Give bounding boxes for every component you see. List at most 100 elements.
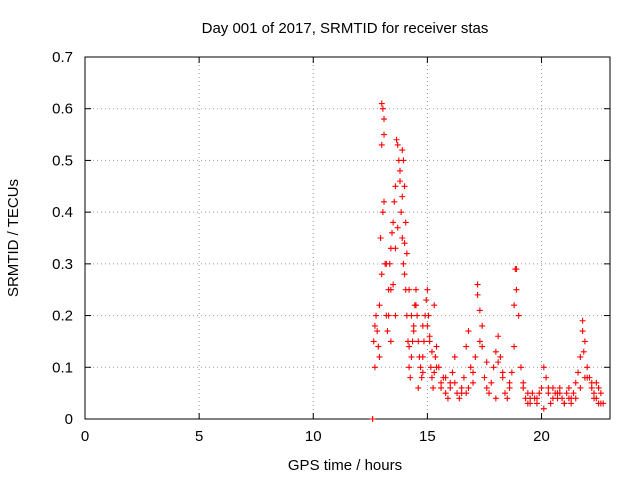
data-point xyxy=(568,400,575,407)
data-point xyxy=(391,198,398,205)
data-point xyxy=(397,178,403,185)
y-tick-label: 0.6 xyxy=(52,101,73,118)
data-point xyxy=(409,338,416,345)
data-point xyxy=(488,379,495,386)
y-tick-label: 0.3 xyxy=(52,256,73,273)
data-point xyxy=(474,281,481,288)
data-point xyxy=(400,157,407,164)
data-point xyxy=(577,384,584,391)
data-point xyxy=(584,364,591,371)
data-point xyxy=(399,147,406,154)
data-point xyxy=(565,384,572,391)
data-point xyxy=(470,369,477,376)
data-point xyxy=(401,240,408,247)
data-point xyxy=(390,281,397,288)
axis-ticks xyxy=(84,56,610,420)
data-point xyxy=(515,312,522,319)
data-point xyxy=(470,379,477,386)
data-point xyxy=(420,338,427,345)
data-point xyxy=(556,384,563,391)
data-point xyxy=(511,343,518,350)
data-point xyxy=(406,286,413,293)
data-points xyxy=(369,100,607,422)
data-point xyxy=(442,374,449,381)
data-point xyxy=(492,395,499,402)
data-point xyxy=(383,260,390,267)
data-point xyxy=(417,364,424,371)
y-tick-label: 0.2 xyxy=(52,308,73,325)
tick-labels: 0 0.1 0.2 0.3 0.4 0.5 0.6 0.7 0 5 10 15 20 xyxy=(52,49,550,445)
data-point xyxy=(381,131,388,138)
data-point xyxy=(426,338,433,345)
data-point xyxy=(597,400,604,407)
data-point xyxy=(398,209,405,216)
data-point xyxy=(476,338,483,345)
data-point xyxy=(524,390,531,397)
data-point xyxy=(390,219,397,226)
data-point xyxy=(442,390,449,397)
data-point xyxy=(370,338,377,345)
data-point xyxy=(400,260,407,267)
data-point xyxy=(460,374,467,381)
data-point xyxy=(527,400,534,407)
data-point xyxy=(401,271,408,278)
data-point xyxy=(463,390,470,397)
data-point xyxy=(499,369,506,376)
data-point xyxy=(401,183,408,190)
data-point xyxy=(399,193,406,200)
data-point xyxy=(414,312,421,319)
data-point xyxy=(492,348,499,355)
y-tick-label: 0.5 xyxy=(52,152,73,169)
data-point xyxy=(472,353,479,360)
data-point xyxy=(415,338,422,345)
data-point xyxy=(378,141,385,148)
data-point xyxy=(399,235,406,241)
data-point xyxy=(376,302,383,309)
data-point xyxy=(376,353,383,360)
data-point xyxy=(424,286,431,293)
data-point xyxy=(408,353,415,360)
data-point xyxy=(392,312,399,319)
data-point xyxy=(451,353,458,360)
data-point xyxy=(495,333,502,340)
data-point xyxy=(374,328,381,335)
data-point xyxy=(378,271,385,278)
data-point xyxy=(438,379,445,386)
data-point xyxy=(520,384,527,391)
data-point xyxy=(377,235,384,241)
data-point xyxy=(384,328,391,335)
data-point xyxy=(565,395,572,402)
data-point xyxy=(502,390,508,397)
data-point xyxy=(394,224,401,231)
data-point xyxy=(406,364,413,371)
data-point xyxy=(381,198,388,205)
data-point xyxy=(476,307,483,314)
data-point xyxy=(397,167,403,174)
data-point xyxy=(540,364,547,371)
data-point xyxy=(536,390,543,397)
data-point xyxy=(588,384,595,391)
data-point xyxy=(410,322,417,329)
data-point xyxy=(431,369,438,376)
data-point xyxy=(504,395,511,402)
data-point xyxy=(412,302,419,309)
data-point xyxy=(465,328,472,335)
data-point xyxy=(402,219,409,226)
chart-title: Day 001 of 2017, SRMTID for receiver sta… xyxy=(202,20,489,37)
data-point xyxy=(511,302,518,309)
data-point xyxy=(447,384,454,391)
grid xyxy=(85,57,610,419)
data-point xyxy=(431,302,438,309)
data-point xyxy=(513,286,520,293)
data-point xyxy=(428,374,435,381)
data-point xyxy=(458,384,465,391)
data-point xyxy=(483,359,490,366)
data-point xyxy=(517,364,524,371)
data-point xyxy=(506,384,513,391)
data-point xyxy=(512,266,519,273)
y-tick-label: 0.7 xyxy=(52,49,73,66)
x-axis-label: GPS time / hours xyxy=(288,457,402,474)
data-point xyxy=(508,369,515,376)
data-point xyxy=(392,183,399,190)
data-point xyxy=(419,353,426,360)
